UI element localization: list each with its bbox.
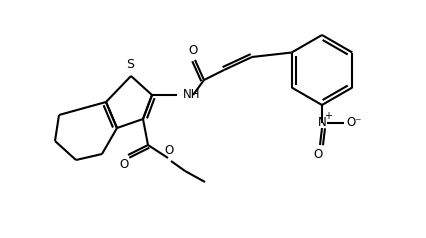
Text: O: O xyxy=(188,45,198,58)
Text: S: S xyxy=(126,59,134,71)
Text: +: + xyxy=(324,111,332,121)
Text: O: O xyxy=(164,144,174,157)
Text: N: N xyxy=(318,116,326,129)
Text: NH: NH xyxy=(183,88,201,100)
Text: O: O xyxy=(314,148,322,160)
Text: O⁻: O⁻ xyxy=(346,116,362,129)
Text: O: O xyxy=(119,158,129,170)
